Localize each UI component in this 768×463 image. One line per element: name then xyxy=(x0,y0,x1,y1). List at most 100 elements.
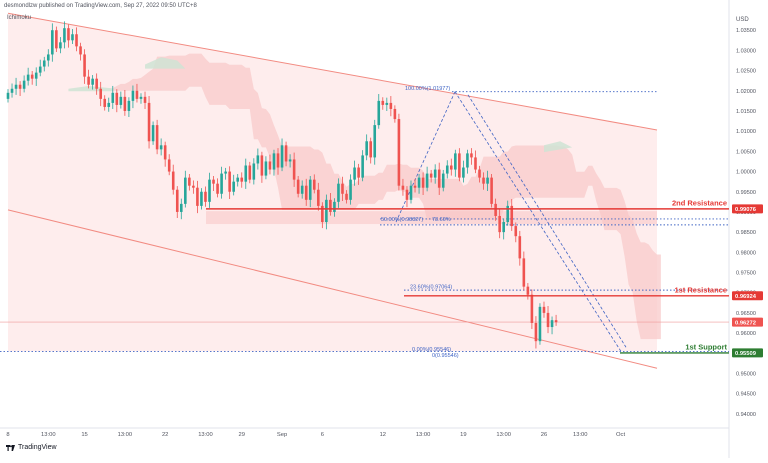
candle-body-32[interactable] xyxy=(135,90,139,99)
candle-body-111[interactable] xyxy=(454,153,457,170)
candle-body-86[interactable] xyxy=(353,167,356,180)
candle-body-0[interactable] xyxy=(6,92,10,99)
candle-body-39[interactable] xyxy=(163,145,167,160)
candle-body-2[interactable] xyxy=(14,84,18,89)
candle-body-22[interactable] xyxy=(95,78,98,89)
candle-body-76[interactable] xyxy=(312,179,316,190)
candle-body-78[interactable] xyxy=(321,205,324,223)
candle-body-101[interactable] xyxy=(413,185,417,188)
candle-body-23[interactable] xyxy=(99,88,102,99)
candle-body-114[interactable] xyxy=(466,153,469,168)
candle-body-52[interactable] xyxy=(216,183,219,194)
candle-body-121[interactable] xyxy=(494,203,497,216)
candle-body-17[interactable] xyxy=(75,34,78,47)
candle-body-120[interactable] xyxy=(490,177,493,204)
candle-body-13[interactable] xyxy=(59,42,62,49)
candle-body-109[interactable] xyxy=(445,165,449,174)
candle-body-29[interactable] xyxy=(123,96,127,111)
candle-body-28[interactable] xyxy=(119,96,123,105)
candle-body-50[interactable] xyxy=(208,179,211,202)
candle-body-57[interactable] xyxy=(236,177,240,182)
candle-body-75[interactable] xyxy=(308,179,312,200)
candle-body-26[interactable] xyxy=(111,92,115,103)
candle-body-64[interactable] xyxy=(264,161,268,176)
candle-body-127[interactable] xyxy=(518,236,522,259)
candle-body-63[interactable] xyxy=(260,155,264,176)
candle-body-112[interactable] xyxy=(458,153,461,178)
candle-body-19[interactable] xyxy=(83,54,86,77)
candle-body-128[interactable] xyxy=(522,258,526,287)
candle-body-8[interactable] xyxy=(38,66,42,73)
candle-body-99[interactable] xyxy=(405,189,409,200)
candle-body-124[interactable] xyxy=(506,205,510,223)
candle-body-47[interactable] xyxy=(196,187,199,206)
candle-body-37[interactable] xyxy=(155,125,159,150)
candle-body-108[interactable] xyxy=(441,173,445,188)
candle-body-123[interactable] xyxy=(502,222,505,233)
candle-body-59[interactable] xyxy=(244,165,248,182)
candle-body-110[interactable] xyxy=(450,165,453,170)
brand-footer[interactable]: TradingView xyxy=(6,444,57,451)
candle-body-91[interactable] xyxy=(373,125,377,158)
candle-body-73[interactable] xyxy=(300,185,304,194)
candle-body-66[interactable] xyxy=(272,153,276,170)
candle-body-82[interactable] xyxy=(337,183,340,202)
candle-body-85[interactable] xyxy=(349,179,352,200)
candle-body-77[interactable] xyxy=(317,189,320,206)
candle-body-6[interactable] xyxy=(30,74,34,79)
candle-body-38[interactable] xyxy=(159,145,163,150)
candle-body-79[interactable] xyxy=(325,199,328,223)
candle-body-95[interactable] xyxy=(389,102,393,109)
candle-body-81[interactable] xyxy=(333,201,336,212)
candle-body-12[interactable] xyxy=(55,30,58,49)
channel-lower-line[interactable] xyxy=(7,209,658,369)
fib-diagonal-1[interactable] xyxy=(454,91,622,352)
candle-body-104[interactable] xyxy=(425,173,429,188)
candle-body-129[interactable] xyxy=(526,286,530,295)
candle-body-51[interactable] xyxy=(212,179,215,184)
candle-body-18[interactable] xyxy=(79,46,82,55)
candle-body-65[interactable] xyxy=(268,161,272,170)
candle-body-72[interactable] xyxy=(296,179,300,194)
candle-body-115[interactable] xyxy=(470,153,473,158)
candle-body-16[interactable] xyxy=(71,34,74,41)
candle-body-24[interactable] xyxy=(103,98,107,107)
candle-body-48[interactable] xyxy=(200,191,203,206)
candle-body-5[interactable] xyxy=(26,74,30,81)
candle-body-100[interactable] xyxy=(409,185,413,200)
candle-body-96[interactable] xyxy=(393,108,397,120)
candle-body-61[interactable] xyxy=(252,163,256,180)
candle-body-49[interactable] xyxy=(204,191,207,202)
candle-body-119[interactable] xyxy=(486,177,489,184)
candle-body-122[interactable] xyxy=(498,215,501,233)
candle-body-113[interactable] xyxy=(462,167,465,178)
candle-body-103[interactable] xyxy=(421,177,425,188)
candle-body-125[interactable] xyxy=(510,205,514,227)
candle-body-11[interactable] xyxy=(51,30,54,55)
candle-body-36[interactable] xyxy=(151,125,155,142)
candle-body-33[interactable] xyxy=(139,96,143,99)
candle-body-10[interactable] xyxy=(47,54,50,61)
candle-body-92[interactable] xyxy=(377,100,381,126)
candle-body-53[interactable] xyxy=(220,173,223,194)
candle-body-105[interactable] xyxy=(429,173,433,178)
candle-body-74[interactable] xyxy=(304,185,308,200)
candle-body-56[interactable] xyxy=(232,181,235,192)
candle-body-30[interactable] xyxy=(127,100,131,111)
candle-body-71[interactable] xyxy=(292,159,296,180)
candle-body-35[interactable] xyxy=(147,102,151,142)
candle-body-7[interactable] xyxy=(34,72,38,79)
candle-body-4[interactable] xyxy=(22,80,26,89)
candle-body-42[interactable] xyxy=(175,189,179,212)
candle-body-43[interactable] xyxy=(179,203,183,212)
indicator-label[interactable]: Ichimoku xyxy=(7,15,32,21)
candle-body-44[interactable] xyxy=(184,177,187,204)
candle-body-133[interactable] xyxy=(542,306,546,313)
candle-body-27[interactable] xyxy=(115,92,119,105)
candle-body-54[interactable] xyxy=(224,171,227,174)
candle-body-88[interactable] xyxy=(361,155,364,178)
candle-body-107[interactable] xyxy=(437,169,441,188)
candle-body-15[interactable] xyxy=(67,28,70,41)
